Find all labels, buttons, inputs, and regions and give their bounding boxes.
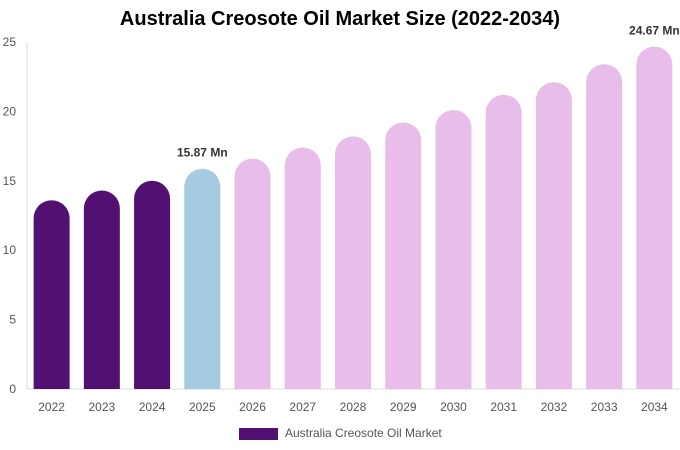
bar-2026 (234, 158, 271, 389)
bar-2033 (586, 64, 623, 389)
bar-2024 (134, 180, 171, 389)
x-tick-label: 2030 (440, 400, 467, 414)
chart-title: Australia Creosote Oil Market Size (2022… (119, 8, 561, 30)
bar-2030 (435, 110, 472, 389)
bar-2028 (335, 136, 371, 389)
y-tick-label: 10 (3, 243, 17, 257)
bar-2034 (636, 46, 673, 390)
x-tick-label: 2033 (591, 400, 618, 414)
x-tick-label: 2027 (289, 400, 316, 414)
x-tick-label: 2032 (541, 400, 568, 414)
y-tick-label: 5 (9, 313, 16, 327)
y-tick-label: 0 (9, 382, 16, 396)
data-label-2025: 15.87 Mn (177, 146, 228, 160)
x-tick-label: 2028 (340, 400, 367, 414)
bar-2027 (284, 147, 321, 389)
legend-label: Australia Creosote Oil Market (285, 426, 442, 440)
y-tick-label: 15 (3, 174, 17, 188)
x-tick-label: 2025 (189, 400, 216, 414)
x-tick-label: 2029 (390, 400, 417, 414)
x-tick-label: 2023 (88, 400, 115, 414)
legend-swatch (239, 428, 278, 440)
bar-2029 (385, 122, 422, 389)
x-tick-label: 2034 (641, 400, 668, 414)
bar-2031 (485, 94, 522, 389)
x-tick-label: 2022 (38, 400, 65, 414)
bar-2023 (83, 190, 120, 389)
bar-2025 (184, 168, 221, 389)
x-tick-label: 2024 (139, 400, 166, 414)
bar-2022 (33, 200, 70, 389)
bar-2032 (535, 82, 572, 389)
y-tick-label: 20 (3, 104, 17, 118)
x-tick-label: 2031 (490, 400, 517, 414)
x-tick-label: 2026 (239, 400, 266, 414)
data-label-2034: 24.67 Mn (629, 24, 680, 38)
y-tick-label: 25 (3, 35, 17, 49)
